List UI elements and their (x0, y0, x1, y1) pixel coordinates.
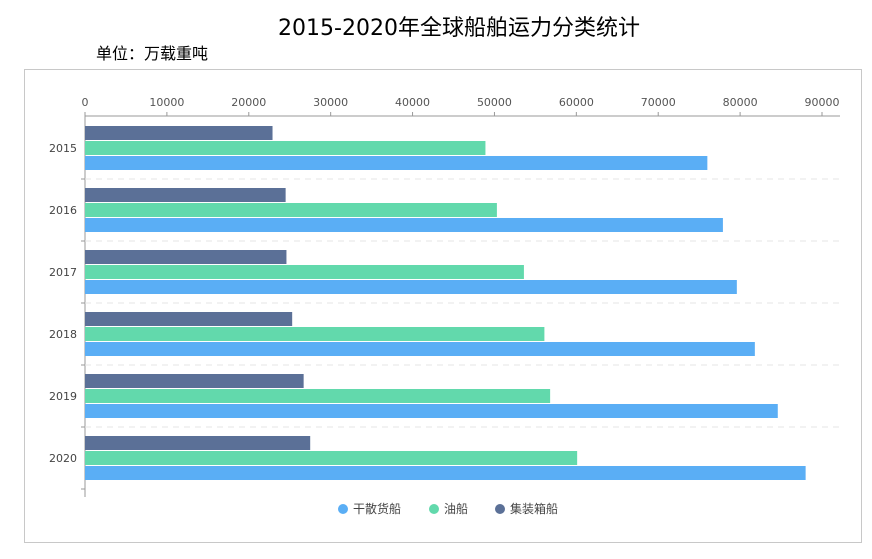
x-tick-label: 30000 (313, 96, 348, 109)
bar-2015-油船 (85, 141, 486, 155)
bar-2019-集装箱船 (85, 374, 304, 388)
bar-2015-干散货船 (85, 156, 708, 170)
y-tick-label: 2019 (49, 390, 77, 403)
chart-title: 2015-2020年全球船舶运力分类统计 (278, 16, 640, 41)
legend-label: 干散货船 (353, 501, 401, 516)
y-tick-label: 2020 (49, 452, 77, 465)
legend-marker (429, 504, 439, 514)
bar-2019-干散货船 (85, 404, 778, 418)
bar-2017-油船 (85, 265, 524, 279)
bar-2018-油船 (85, 327, 545, 341)
bar-2016-油船 (85, 203, 497, 217)
x-tick-label: 10000 (149, 96, 184, 109)
y-tick-label: 2017 (49, 266, 77, 279)
bar-2018-干散货船 (85, 342, 755, 356)
chart-frame (24, 69, 862, 543)
bar-2017-集装箱船 (85, 250, 287, 264)
x-tick-label: 0 (82, 96, 89, 109)
legend-marker (495, 504, 505, 514)
bar-2016-干散货船 (85, 218, 723, 232)
legend-label: 集装箱船 (510, 501, 558, 516)
y-tick-label: 2015 (49, 142, 77, 155)
bar-2020-集装箱船 (85, 436, 311, 450)
y-tick-label: 2016 (49, 204, 77, 217)
bar-2017-干散货船 (85, 280, 737, 294)
bar-2019-油船 (85, 389, 551, 403)
bar-2016-集装箱船 (85, 188, 286, 202)
bar-2018-集装箱船 (85, 312, 293, 326)
legend-label: 油船 (444, 502, 468, 516)
x-tick-label: 60000 (559, 96, 594, 109)
legend-marker (338, 504, 348, 514)
x-tick-label: 70000 (641, 96, 676, 109)
unit-label: 单位：万载重吨 (96, 44, 209, 63)
bar-2020-油船 (85, 451, 578, 465)
x-tick-label: 50000 (477, 96, 512, 109)
bar-2020-干散货船 (85, 466, 806, 480)
x-tick-label: 80000 (723, 96, 758, 109)
x-tick-label: 20000 (231, 96, 266, 109)
x-tick-label: 90000 (805, 96, 840, 109)
x-tick-label: 40000 (395, 96, 430, 109)
y-tick-label: 2018 (49, 328, 77, 341)
bar-2015-集装箱船 (85, 126, 273, 140)
